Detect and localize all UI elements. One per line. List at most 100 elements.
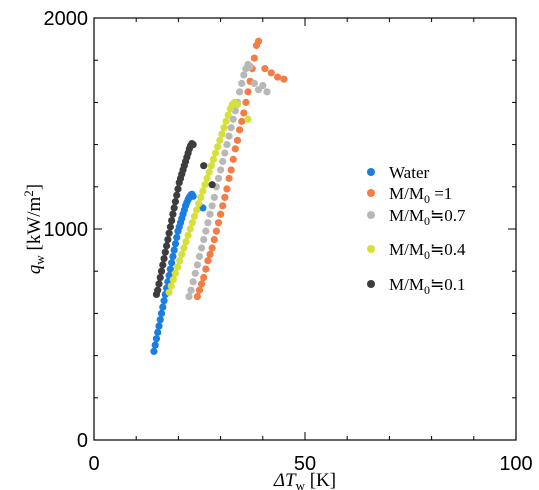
legend-label-water: Water — [389, 163, 429, 182]
data-point-series-3 — [205, 168, 213, 176]
data-point-series-3 — [218, 130, 226, 138]
data-point-series-0 — [170, 246, 178, 254]
data-point-series-1 — [221, 193, 229, 201]
data-point-series-2 — [208, 202, 216, 210]
legend-marker-m-04 — [367, 245, 375, 253]
data-point-series-1 — [231, 145, 239, 153]
data-point-series-1 — [223, 185, 231, 193]
x-tick-label-2: 100 — [499, 453, 532, 475]
data-point-series-4 — [160, 254, 168, 263]
data-point-series-1 — [254, 37, 263, 45]
data-point-series-1 — [219, 202, 227, 210]
data-point-series-3 — [233, 100, 242, 109]
data-point-series-3 — [171, 269, 180, 277]
plot-frame — [93, 17, 517, 441]
y-axis-title: qw [kW/m2] — [21, 184, 47, 274]
data-point-series-1 — [202, 265, 210, 273]
data-point-series-4 — [170, 204, 178, 212]
data-point-series-3 — [180, 244, 188, 252]
data-point-series-0 — [151, 341, 159, 349]
data-point-series-2 — [221, 149, 229, 157]
data-point-series-0 — [155, 322, 163, 330]
data-point-series-4 — [171, 197, 180, 206]
data-point-series-0 — [168, 259, 176, 267]
data-point-series-2 — [210, 193, 218, 201]
data-point-series-4 — [159, 261, 167, 269]
data-point-series-1 — [193, 292, 201, 301]
data-point-series-3 — [178, 250, 186, 258]
data-point-series-3 — [216, 136, 224, 144]
data-point-series-3 — [195, 200, 203, 208]
data-point-series-2 — [259, 81, 267, 90]
data-point-series-2 — [200, 235, 208, 244]
data-point-series-3 — [199, 187, 207, 195]
data-point-series-1 — [198, 280, 206, 288]
data-point-series-1 — [195, 286, 204, 294]
data-point-series-1 — [217, 210, 225, 218]
data-point-series-1 — [225, 174, 233, 182]
data-point-series-2 — [198, 244, 206, 252]
data-point-series-1 — [261, 65, 269, 73]
data-point-series-2 — [238, 79, 246, 88]
data-point-series-2 — [206, 210, 214, 218]
data-point-series-1 — [204, 257, 212, 265]
legend-marker-m-07 — [367, 211, 375, 219]
data-point-series-4 — [168, 216, 176, 225]
data-point-series-0 — [159, 303, 167, 311]
data-point-series-1 — [229, 155, 237, 163]
legend-marker-water — [367, 168, 375, 176]
legend-text-m-04-b: ≒0.4 — [430, 240, 466, 259]
y-axis-subscript: w — [32, 255, 47, 265]
data-point-series-1 — [244, 88, 252, 96]
data-point-series-1 — [242, 98, 250, 106]
data-point-series-1 — [200, 273, 208, 282]
x-axis-symbol: ΔT — [273, 470, 297, 490]
data-point-series-3 — [184, 231, 192, 239]
data-point-series-2 — [223, 141, 231, 149]
data-point-series-0 — [171, 240, 180, 248]
legend-marker-m-01 — [367, 280, 375, 288]
legend-text-m-04-sub: 0 — [424, 248, 430, 262]
x-tick-label-1: 50 — [294, 453, 316, 475]
data-point-series-3 — [214, 143, 222, 151]
legend-text-m-01-b: ≒0.1 — [430, 275, 466, 294]
data-point-series-3 — [165, 288, 173, 296]
data-point-series-0 — [189, 192, 197, 200]
data-point-series-4 — [165, 229, 173, 237]
data-point-series-4 — [189, 141, 197, 149]
y-axis-close: ] — [24, 184, 45, 190]
legend-text-m-1-a: M/M — [389, 184, 424, 203]
data-point-series-1 — [206, 250, 214, 258]
data-point-series-0 — [150, 347, 158, 355]
data-point-series-2 — [235, 88, 244, 96]
data-point-series-1 — [240, 109, 248, 117]
legend-text-m-04-a: M/M — [389, 240, 424, 259]
data-point-series-1 — [238, 117, 246, 125]
data-point-series-2 — [217, 166, 225, 174]
data-point-series-1 — [210, 235, 218, 244]
data-point-series-4 — [157, 267, 166, 275]
data-point-series-2 — [189, 278, 197, 286]
data-point-series-4 — [200, 162, 208, 170]
data-point-series-4 — [155, 280, 163, 288]
x-tick-label-0: 0 — [88, 453, 99, 475]
data-point-series-1 — [227, 166, 235, 174]
y-tick-label-0: 0 — [77, 430, 88, 452]
data-point-series-1 — [214, 219, 223, 227]
data-point-series-3 — [220, 124, 228, 132]
y-axis-unit: [kW/m — [24, 196, 45, 255]
data-point-series-3 — [244, 115, 252, 123]
legend: Water M/M0 =1 M/M0≒0.7 M/M0≒0.4 M/M0≒0.1 — [367, 163, 466, 297]
data-point-series-1 — [233, 136, 242, 144]
data-point-series-2 — [229, 115, 237, 123]
data-point-series-3 — [224, 111, 232, 119]
data-point-series-0 — [173, 233, 181, 242]
data-point-series-3 — [211, 149, 220, 157]
data-point-series-2 — [214, 174, 223, 182]
x-axis-unit: [K] — [305, 470, 336, 490]
data-point-series-3 — [201, 181, 209, 189]
data-point-series-1 — [212, 227, 220, 235]
data-point-series-2 — [187, 286, 195, 294]
data-point-series-3 — [176, 257, 184, 265]
